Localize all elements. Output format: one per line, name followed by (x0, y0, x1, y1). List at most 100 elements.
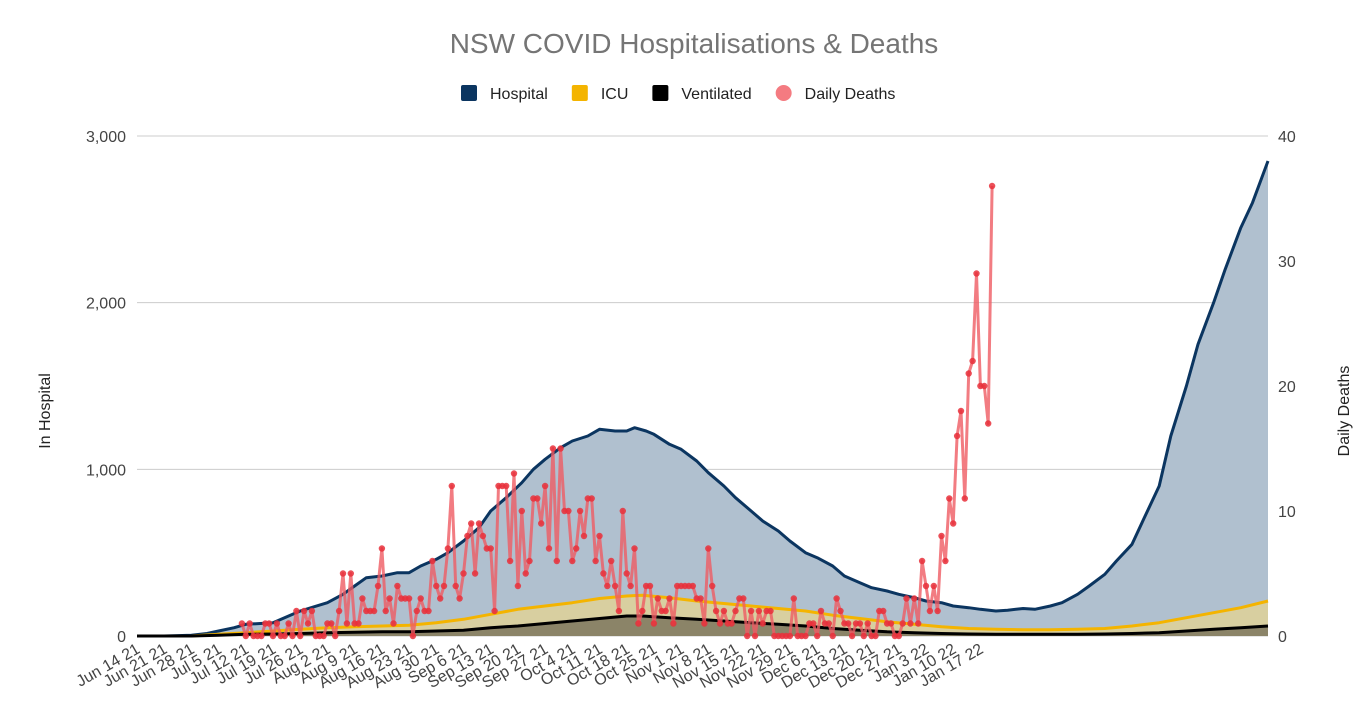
daily-deaths-point (981, 382, 988, 390)
daily-deaths-point (409, 632, 417, 640)
daily-deaths-point (569, 557, 576, 565)
ventilated-line (137, 614, 1269, 638)
y-tick-left: 3,000 (86, 129, 126, 146)
daily-deaths-point (946, 495, 953, 502)
daily-deaths-point (802, 632, 809, 640)
daily-deaths-point (386, 595, 393, 602)
daily-deaths-point (425, 607, 432, 615)
daily-deaths-point (246, 620, 253, 627)
daily-deaths-point (728, 620, 735, 627)
daily-deaths-point (573, 545, 580, 552)
daily-deaths-point (320, 632, 327, 640)
daily-deaths-point (751, 632, 759, 640)
daily-deaths-point (732, 607, 739, 615)
daily-deaths-point (926, 607, 934, 615)
daily-deaths-point (918, 557, 926, 565)
daily-deaths-point (985, 420, 992, 427)
daily-deaths-point (604, 582, 611, 590)
daily-deaths-point (709, 582, 716, 590)
daily-deaths-point (596, 532, 603, 540)
daily-deaths-point (701, 620, 708, 627)
daily-deaths-point (988, 182, 996, 190)
daily-deaths-point (619, 507, 626, 515)
daily-deaths-point (720, 607, 728, 615)
daily-deaths-point (887, 620, 895, 627)
daily-deaths-point (475, 520, 483, 527)
daily-deaths-point (716, 620, 724, 627)
daily-deaths-point (907, 620, 914, 627)
daily-deaths-point (608, 557, 615, 565)
daily-deaths-point (285, 620, 292, 627)
daily-deaths-point (899, 620, 906, 627)
daily-deaths-point (588, 495, 595, 502)
area-series (137, 160, 1270, 638)
daily-deaths-point (833, 595, 840, 602)
y-tick-right: 0 (1278, 629, 1287, 646)
daily-deaths-point (969, 357, 976, 365)
daily-deaths-point (755, 607, 763, 615)
daily-deaths-point (506, 557, 514, 565)
daily-deaths-point (957, 407, 965, 415)
daily-deaths-point (576, 507, 584, 515)
y-axis-label-right: Daily Deaths (1336, 366, 1353, 457)
daily-deaths-point (452, 582, 459, 590)
daily-deaths-point (359, 595, 366, 602)
daily-deaths-point (339, 570, 347, 577)
daily-deaths-point (662, 607, 669, 615)
daily-deaths-point (538, 520, 545, 527)
daily-deaths-point (273, 620, 281, 627)
daily-deaths-point (666, 595, 673, 602)
daily-deaths-point (650, 620, 658, 627)
daily-deaths-point (378, 545, 386, 552)
legend-swatch-ventilated (652, 85, 669, 101)
daily-deaths-point (347, 570, 354, 577)
daily-deaths-point (487, 545, 494, 552)
daily-deaths-point (304, 620, 312, 627)
daily-deaths-point (491, 607, 498, 615)
y-tick-left: 1,000 (86, 462, 126, 479)
daily-deaths-point (623, 570, 630, 577)
daily-deaths-point (293, 607, 300, 615)
daily-deaths-point (332, 632, 339, 640)
daily-deaths-point (825, 620, 832, 627)
daily-deaths-point (553, 557, 560, 565)
daily-deaths-point (549, 445, 557, 452)
legend-label-ventilated: Ventilated (681, 86, 751, 103)
daily-deaths-series (238, 182, 996, 640)
daily-deaths-point (448, 482, 455, 490)
legend-label-daily-deaths: Daily Deaths (805, 86, 896, 103)
daily-deaths-point (545, 545, 553, 552)
daily-deaths-point (343, 620, 351, 627)
legend-swatch-daily-deaths (775, 85, 792, 101)
daily-deaths-point (456, 595, 463, 602)
y-tick-right: 20 (1278, 379, 1296, 396)
daily-deaths-point (297, 632, 304, 640)
daily-deaths-point (526, 557, 533, 565)
daily-deaths-point (965, 370, 972, 377)
daily-deaths-point (689, 582, 696, 590)
daily-deaths-point (837, 607, 844, 615)
daily-deaths-point (374, 582, 382, 590)
y-tick-right: 40 (1278, 129, 1296, 146)
daily-deaths-point (860, 632, 867, 640)
daily-deaths-point (953, 432, 961, 440)
daily-deaths-point (308, 607, 316, 615)
daily-deaths-point (269, 632, 277, 640)
y-tick-right: 30 (1278, 254, 1296, 271)
daily-deaths-point (639, 607, 646, 615)
legend-label-hospital: Hospital (490, 86, 548, 103)
daily-deaths-point (895, 632, 902, 640)
daily-deaths-point (744, 632, 751, 640)
daily-deaths-point (335, 607, 343, 615)
daily-deaths-point (747, 607, 755, 615)
daily-deaths-point (961, 495, 968, 502)
daily-deaths-point (786, 632, 794, 640)
daily-deaths-point (938, 532, 945, 540)
daily-deaths-point (911, 595, 918, 602)
daily-deaths-point (557, 445, 564, 452)
daily-deaths-point (817, 607, 825, 615)
daily-deaths-point (712, 607, 720, 615)
daily-deaths-point (705, 545, 712, 552)
daily-deaths-point (437, 595, 444, 602)
